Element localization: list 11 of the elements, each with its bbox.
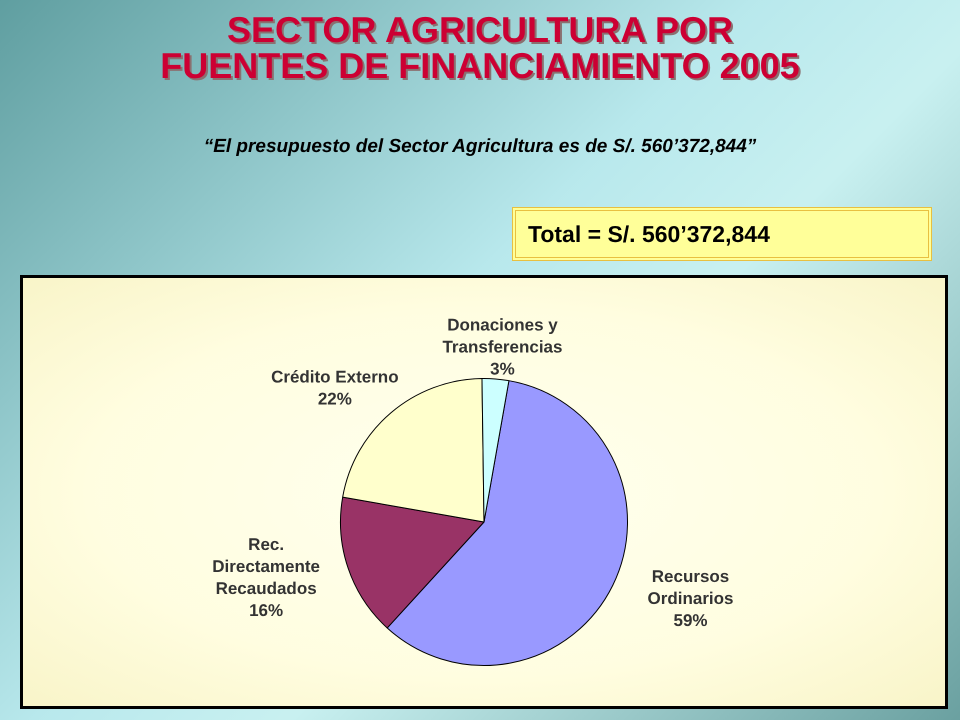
data-label: 3% — [490, 360, 515, 379]
chart-subtitle: “El presupuesto del Sector Agricultura es de S/. 560’372,844” — [202, 136, 758, 158]
text: Total = S/. 560’372,844 — [512, 207, 932, 261]
slice-label: Crédito Externo — [271, 368, 399, 387]
data-label: 59% — [673, 610, 708, 630]
data-label: 22% — [318, 390, 352, 409]
slice-label: Recursos Ordinarios — [648, 566, 734, 608]
slice-label: Rec. Directamente Recaudados — [212, 534, 320, 598]
data-label: 16% — [249, 600, 284, 620]
slice-label: Donaciones y Transferencias — [442, 316, 562, 357]
chart-title: SECTOR AGRICULTURA POR FUENTES DE FINANCIAMIENTO 2005 — [159, 9, 801, 86]
